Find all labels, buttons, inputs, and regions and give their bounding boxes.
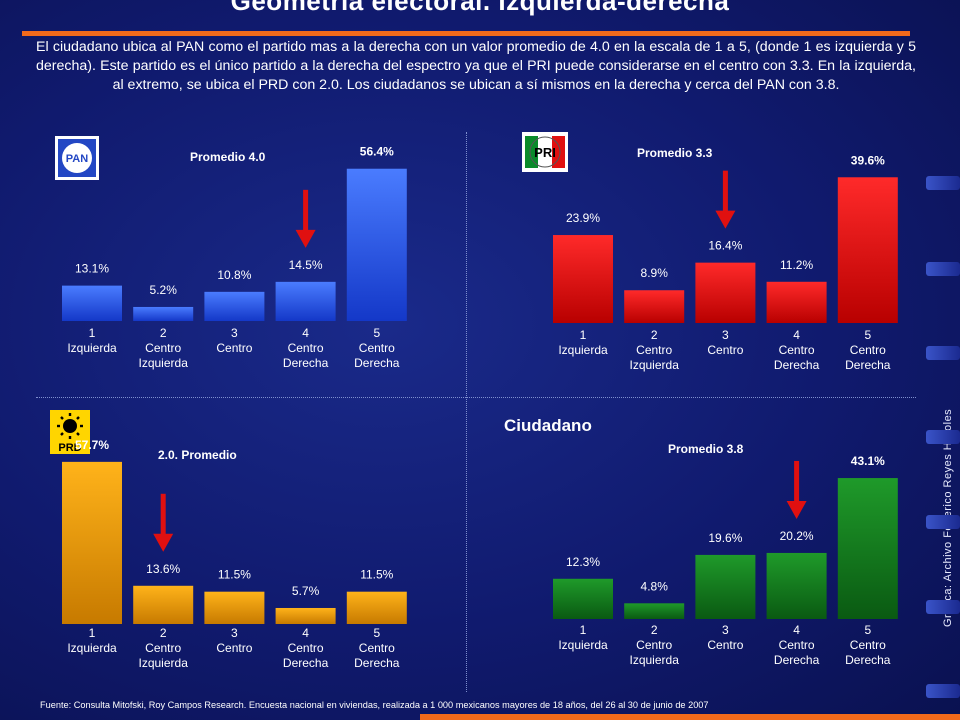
pan-bar-3: [204, 291, 265, 321]
pri-bar-2: [624, 290, 685, 323]
pri-category-label-5: 5 Centro Derecha: [845, 328, 891, 372]
pri-bar-5: [837, 177, 898, 323]
pri-value-label-5: 39.6%: [851, 153, 885, 167]
pan-value-label-4: 14.5%: [289, 258, 323, 272]
pan-logo-text: PAN: [66, 153, 88, 165]
ciudadano-bar-2: [624, 603, 685, 619]
decor-bar-7: [926, 684, 960, 698]
source-note: Fuente: Consulta Mitofski, Roy Campos Re…: [40, 700, 709, 710]
decor-bar-3: [926, 346, 960, 360]
intro-paragraph: El ciudadano ubica al PAN como el partid…: [36, 39, 916, 93]
pan-promedio: Promedio 4.0: [190, 150, 266, 164]
vertical-divider: [466, 132, 467, 692]
pan-category-label-3: 3 Centro: [216, 326, 252, 355]
ciudadano-value-label-2: 4.8%: [641, 579, 669, 593]
prd-category-label-1: 1 Izquierda: [67, 626, 117, 655]
ciudadano-bar-5: [837, 478, 898, 619]
ciudadano-bar-4: [766, 552, 827, 619]
bottom-accent-bar: [420, 714, 960, 720]
ciudadano-bar-1: [553, 578, 613, 619]
pri-category-label-4: 4 Centro Derecha: [774, 328, 820, 372]
ciudadano-category-label-5: 5 Centro Derecha: [845, 623, 891, 667]
pan-bar-chart: 13.1% 1 Izquierda 5.2% 2 Centro Izquierda 10.8%…: [62, 145, 407, 370]
ciudadano-heading: Ciudadano: [504, 416, 592, 435]
ciudadano-average-arrow: [786, 460, 807, 519]
pri-bar-3: [695, 262, 756, 323]
pan-bar-4: [275, 281, 336, 321]
pri-average-arrow: [715, 170, 736, 229]
title-underline: [22, 31, 910, 36]
prd-logo-text: PRD: [58, 442, 81, 454]
ciudadano-value-label-3: 19.6%: [708, 531, 742, 545]
pan-category-label-4: 4 Centro Derecha: [283, 326, 329, 370]
ciudadano-value-label-5: 43.1%: [851, 454, 885, 468]
prd-category-label-4: 4 Centro Derecha: [283, 626, 329, 670]
ciudadano-category-label-1: 1 Izquierda: [558, 623, 608, 652]
pri-promedio: Promedio 3.3: [637, 146, 713, 160]
prd-category-label-2: 2 Centro Izquierda: [139, 626, 189, 670]
pri-value-label-2: 8.9%: [641, 266, 669, 280]
pri-bar-chart: 23.9% 1 Izquierda 8.9% 2 Centro Izquierda 16.4%…: [553, 153, 898, 372]
prd-bar-4: [275, 607, 336, 624]
prd-logo: PRD: [50, 410, 90, 454]
pri-value-label-1: 23.9%: [566, 211, 600, 225]
pri-logo-text: PRI: [534, 145, 556, 160]
pri-bar-1: [553, 235, 613, 323]
pan-bar-2: [133, 306, 194, 321]
pri-category-label-1: 1 Izquierda: [558, 328, 608, 357]
decor-bar-2: [926, 262, 960, 276]
pan-average-arrow: [295, 189, 316, 248]
horizontal-divider: [36, 397, 916, 398]
ciudadano-bar-chart: 12.3% 1 Izquierda 4.8% 2 Centro Izquierda 19.6%…: [553, 454, 898, 667]
ciudadano-bar-3: [695, 554, 756, 619]
prd-bar-3: [204, 591, 265, 624]
prd-category-label-3: 3 Centro: [216, 626, 252, 655]
prd-bar-2: [133, 585, 194, 624]
pan-category-label-1: 1 Izquierda: [67, 326, 117, 355]
pri-category-label-2: 2 Centro Izquierda: [630, 328, 680, 372]
prd-value-label-1: 57.7%: [75, 438, 109, 452]
pan-value-label-2: 5.2%: [150, 283, 178, 297]
pri-category-label-3: 3 Centro: [707, 328, 743, 357]
prd-average-arrow: [153, 493, 174, 552]
ciudadano-promedio: Promedio 3.8: [668, 442, 744, 456]
pan-value-label-1: 13.1%: [75, 262, 109, 276]
ciudadano-category-label-4: 4 Centro Derecha: [774, 623, 820, 667]
decor-bar-4: [926, 430, 960, 444]
pan-bar-5: [346, 168, 407, 321]
pan-bar-1: [62, 285, 122, 321]
pan-value-label-5: 56.4%: [360, 145, 394, 159]
prd-promedio: 2.0. Promedio: [158, 448, 237, 462]
pan-logo: PAN: [55, 136, 99, 180]
pan-category-label-2: 2 Centro Izquierda: [139, 326, 189, 370]
prd-bar-chart: 57.7% 1 Izquierda 13.6% 2 Centro Izquierda 11.5…: [62, 438, 407, 670]
ciudadano-value-label-1: 12.3%: [566, 555, 600, 569]
slide-title: Geometría electoral. Izquierda-derecha: [230, 0, 730, 16]
prd-value-label-5: 11.5%: [360, 568, 393, 582]
ciudadano-value-label-4: 20.2%: [780, 529, 814, 543]
decor-bar-1: [926, 176, 960, 190]
pri-bar-4: [766, 281, 827, 323]
pri-value-label-3: 16.4%: [708, 239, 742, 253]
decor-bar-6: [926, 600, 960, 614]
prd-value-label-3: 11.5%: [218, 568, 251, 582]
ciudadano-category-label-3: 3 Centro: [707, 623, 743, 652]
prd-bar-5: [346, 591, 407, 624]
prd-category-label-5: 5 Centro Derecha: [354, 626, 400, 670]
ciudadano-category-label-2: 2 Centro Izquierda: [630, 623, 680, 667]
decor-bar-5: [926, 515, 960, 529]
pan-category-label-5: 5 Centro Derecha: [354, 326, 400, 370]
pri-value-label-4: 11.2%: [780, 258, 813, 272]
prd-value-label-2: 13.6%: [146, 562, 180, 576]
pri-logo: PRI: [522, 132, 568, 172]
prd-bar-1: [62, 461, 122, 624]
prd-value-label-4: 5.7%: [292, 584, 320, 598]
pan-value-label-3: 10.8%: [217, 268, 251, 282]
